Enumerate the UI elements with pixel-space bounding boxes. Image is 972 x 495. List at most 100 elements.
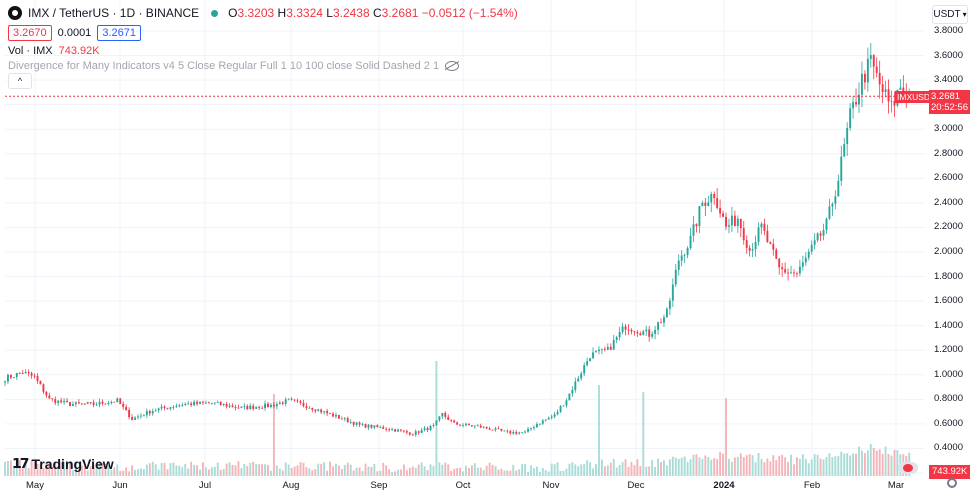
volume-bar <box>772 455 775 476</box>
volume-bar <box>692 454 695 476</box>
candle-body <box>562 405 565 407</box>
candle-body <box>651 333 654 337</box>
volume-bar <box>550 463 553 476</box>
buy-price-button[interactable]: 3.2671 <box>97 25 141 41</box>
candle-body <box>134 417 136 420</box>
volume-bar <box>784 457 787 476</box>
candle-body <box>74 402 77 405</box>
volume-bar <box>810 459 813 476</box>
candle-body <box>580 373 583 379</box>
candle-body <box>296 400 299 402</box>
volume-bar <box>444 462 447 476</box>
volume-bar <box>852 453 855 476</box>
volume-bar <box>145 464 148 476</box>
candle-body <box>414 431 417 435</box>
volume-bar <box>553 464 556 476</box>
candle-body <box>899 87 902 90</box>
volume-bar <box>137 469 139 476</box>
candle-body <box>290 398 293 400</box>
candle-body <box>739 218 742 229</box>
settings-gear-icon[interactable] <box>947 478 957 488</box>
volume-bar <box>42 467 45 476</box>
currency-label: USDT <box>933 9 961 20</box>
indicator-legend[interactable]: Divergence for Many Indicators v4 5 Clos… <box>8 60 460 72</box>
candle-body <box>243 405 246 407</box>
y-tick-label: 1.2000 <box>933 344 963 356</box>
volume-bar <box>470 465 473 476</box>
candle-body <box>686 248 689 255</box>
candle-body <box>352 421 355 425</box>
candle-body <box>503 430 506 432</box>
volume-bar <box>228 462 231 476</box>
volume-bar <box>432 465 435 476</box>
candle-body <box>299 401 302 403</box>
volume-bar <box>790 454 792 476</box>
volume-bar <box>494 466 497 476</box>
candle-body <box>497 428 500 430</box>
volume-bar <box>592 468 594 476</box>
volume-bar <box>181 467 184 476</box>
candle-body <box>748 247 751 251</box>
sell-price-button[interactable]: 3.2670 <box>8 25 52 41</box>
currency-select[interactable]: USDT ▾ <box>932 5 968 24</box>
candle-body <box>648 329 651 337</box>
volume-bar <box>467 467 470 476</box>
volume-bar <box>249 462 252 476</box>
volume-bar <box>92 465 95 476</box>
candle-body <box>258 407 261 409</box>
volume-bar <box>541 467 544 476</box>
y-tick-label: 3.0000 <box>933 123 963 135</box>
candle-body <box>349 421 352 423</box>
volume-bar <box>834 456 837 476</box>
candlesticks <box>4 42 911 437</box>
symbol-header[interactable]: IMX / TetherUS · 1D · BINANCE O3.3203 H3… <box>8 6 518 20</box>
volume-bar <box>39 463 42 476</box>
volume-bar <box>600 459 603 476</box>
candle-body <box>615 337 618 340</box>
candle-body <box>110 401 113 403</box>
candle-body <box>668 300 671 309</box>
collapse-legend-button[interactable]: ^ <box>8 73 32 89</box>
tradingview-logo[interactable]: 𝟭𝟳 TradingView <box>12 455 114 472</box>
volume-bar <box>668 459 671 476</box>
volume-bar <box>199 469 201 476</box>
volume-bar <box>858 446 860 476</box>
candle-body <box>618 332 621 338</box>
volume-bar <box>225 463 228 476</box>
candle-body <box>810 244 813 252</box>
volume-bar <box>74 462 77 476</box>
volume-bar <box>122 470 125 476</box>
candle-body <box>72 404 74 407</box>
volume-bar <box>648 466 651 476</box>
volume-bar <box>757 452 760 476</box>
eye-off-icon[interactable] <box>445 61 460 71</box>
volume-bar <box>113 467 116 476</box>
candle-body <box>586 361 589 366</box>
candle-body <box>465 423 467 426</box>
volume-bar <box>603 466 606 476</box>
volume-bar <box>479 467 482 476</box>
volume-bar <box>500 468 503 476</box>
volume-bar <box>701 458 704 476</box>
volume-legend[interactable]: Vol · IMX 743.92K <box>8 45 100 57</box>
candle-body <box>405 431 408 433</box>
volume-bar <box>252 461 255 476</box>
candle-body <box>151 410 154 414</box>
candle-body <box>890 101 893 102</box>
candle-body <box>264 403 266 409</box>
candle-body <box>385 428 388 430</box>
volume-bar <box>80 465 83 476</box>
candle-body <box>583 365 586 374</box>
candle-body <box>39 380 42 385</box>
volume-bar <box>18 460 21 476</box>
volume-bar <box>154 464 157 476</box>
volume-bar <box>849 455 852 476</box>
candle-body <box>500 428 503 431</box>
candle-body <box>335 414 337 417</box>
volume-bar <box>657 458 660 476</box>
candle-body <box>606 346 609 350</box>
volume-bar <box>787 462 790 476</box>
candle-body <box>861 73 863 95</box>
candle-body <box>249 405 252 410</box>
